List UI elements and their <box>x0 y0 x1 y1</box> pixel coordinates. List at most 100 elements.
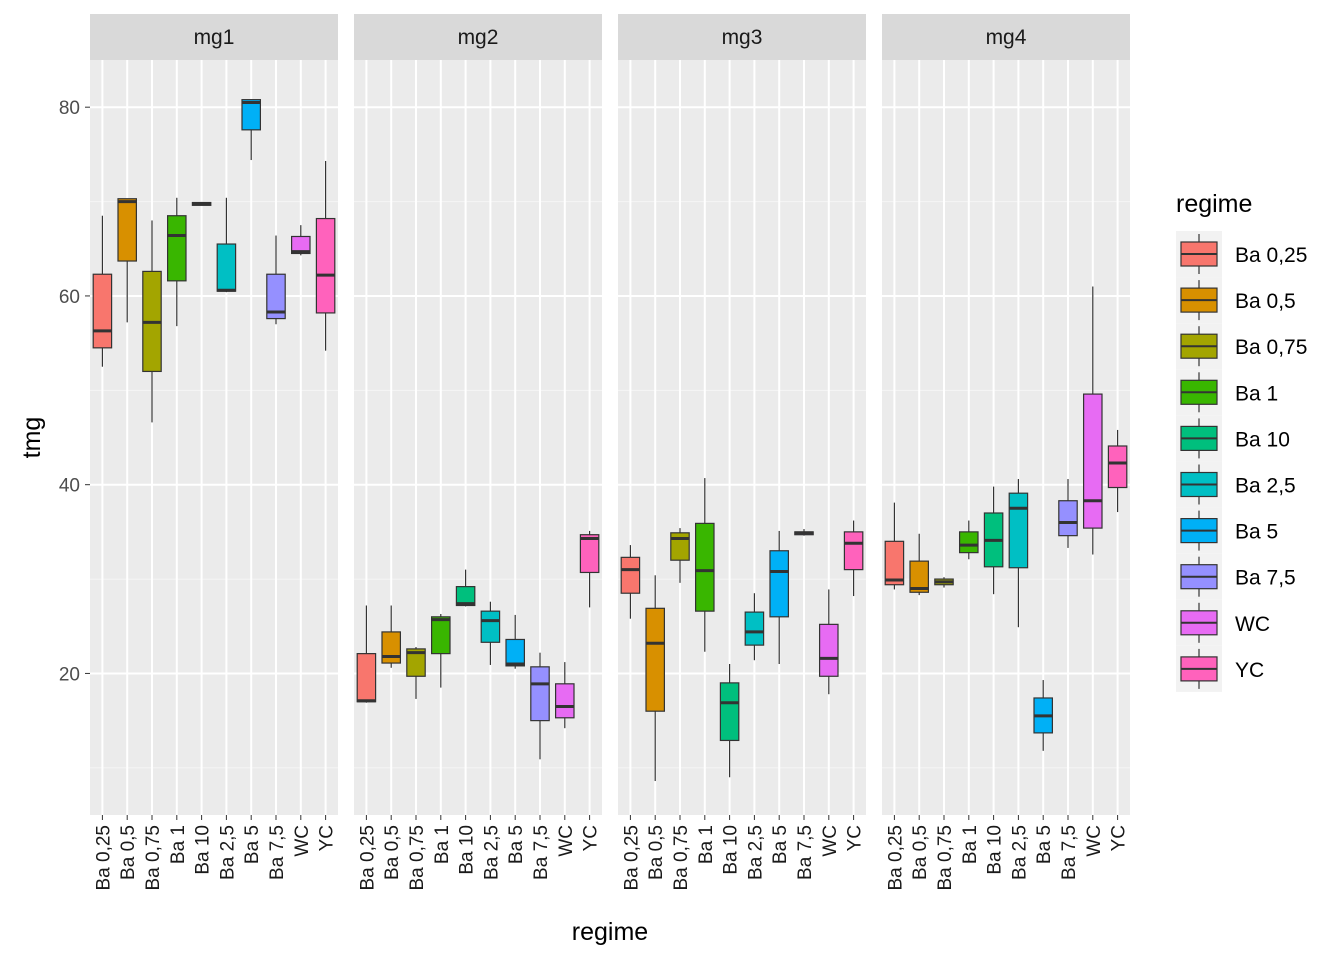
x-tick-label: Ba 10 <box>457 825 478 875</box>
box-wc <box>554 662 575 729</box>
x-tick-label: Ba 0,75 <box>935 825 956 891</box>
box-body <box>291 235 311 255</box>
box-body <box>356 653 377 703</box>
x-tick-label: Ba 0,25 <box>93 825 114 891</box>
box-body <box>769 550 789 618</box>
box-body <box>480 610 501 643</box>
box-body <box>744 611 765 646</box>
box-body <box>315 217 336 314</box>
legend-label: Ba 0,25 <box>1235 244 1307 267</box>
legend-key <box>1176 645 1222 692</box>
box-body <box>818 623 839 677</box>
legend-key <box>1176 369 1222 416</box>
facet-strip-label: mg4 <box>986 26 1027 49</box>
legend-label: Ba 0,75 <box>1235 336 1307 359</box>
legend-key <box>1176 323 1222 370</box>
box-body <box>1008 492 1029 569</box>
box-body <box>216 243 237 292</box>
x-tick-label: WC <box>556 825 577 857</box>
box-ba-2-5 <box>744 593 765 661</box>
box-ba-0-75 <box>670 528 690 583</box>
box-body <box>406 648 426 677</box>
box-ba-0-5 <box>381 605 401 668</box>
facet-strip <box>882 14 1130 60</box>
legend-key <box>1176 231 1222 277</box>
x-tick-label: Ba 0,5 <box>646 825 667 880</box>
x-tick-label: Ba 0,5 <box>382 825 403 880</box>
x-tick-label: Ba 1 <box>696 825 717 864</box>
box-ba-1 <box>694 478 715 652</box>
legend-key <box>1176 415 1222 462</box>
legend-label: Ba 10 <box>1235 428 1290 451</box>
box-ba-5 <box>1033 680 1053 751</box>
legend-label: Ba 7,5 <box>1235 567 1296 590</box>
x-tick-label: YC <box>845 825 866 851</box>
x-tick-label: WC <box>820 825 841 857</box>
box-ba-10 <box>191 201 212 206</box>
box-body <box>505 638 525 667</box>
legend-label: YC <box>1235 659 1264 682</box>
box-ba-2-5 <box>216 197 237 293</box>
box-body <box>92 273 113 349</box>
x-tick-label: Ba 0,25 <box>621 825 642 891</box>
x-tick-label: Ba 1 <box>168 825 189 864</box>
legend-key <box>1176 461 1222 508</box>
box-ba-0-25 <box>356 605 377 703</box>
box-ba-0-5 <box>645 575 665 782</box>
x-tick-label: Ba 0,25 <box>357 825 378 891</box>
box-ba-2-5 <box>480 601 501 665</box>
x-tick-label: Ba 10 <box>985 825 1006 875</box>
x-tick-label: Ba 5 <box>506 825 527 864</box>
box-ba-10 <box>455 569 476 607</box>
x-tick-label: Ba 7,5 <box>1059 825 1080 880</box>
box-ba-0-75 <box>934 577 954 588</box>
x-tick-label: YC <box>1109 825 1130 851</box>
box-body <box>579 534 600 574</box>
box-ba-1 <box>431 613 451 688</box>
box-body <box>620 556 641 594</box>
box-ba-10 <box>983 486 1004 595</box>
box-body <box>167 215 187 282</box>
box-ba-0-25 <box>92 215 113 367</box>
x-tick-label: Ba 2,5 <box>217 825 238 880</box>
legend-key <box>1176 553 1222 600</box>
box-body <box>241 99 261 131</box>
x-tick-label: Ba 0,75 <box>143 825 164 891</box>
x-tick-label: Ba 0,5 <box>910 825 931 880</box>
box-ba-5 <box>241 99 261 161</box>
box-body <box>670 532 690 561</box>
y-axis-title: tmg <box>18 417 46 459</box>
box-body <box>455 586 476 607</box>
box-yc <box>315 160 336 351</box>
box-body <box>1082 393 1103 529</box>
box-body <box>909 560 929 593</box>
box-ba-5 <box>505 614 525 669</box>
box-ba-0-75 <box>142 220 162 423</box>
x-tick-label: YC <box>581 825 602 851</box>
y-tick-label: 40 <box>59 476 80 497</box>
y-tick-label: 20 <box>59 664 80 685</box>
box-body <box>1058 500 1078 537</box>
x-tick-label: Ba 0,75 <box>407 825 428 891</box>
box-ba-1 <box>167 197 187 327</box>
x-tick-label: Ba 0,75 <box>671 825 692 891</box>
box-ba-0-5 <box>117 198 137 323</box>
x-tick-label: Ba 1 <box>960 825 981 864</box>
legend-key <box>1176 507 1222 554</box>
box-body <box>958 531 979 554</box>
facet-strip-label: mg3 <box>722 26 763 49</box>
legend-key <box>1176 599 1222 646</box>
x-tick-label: WC <box>1084 825 1105 857</box>
y-tick-label: 60 <box>59 287 80 308</box>
box-body <box>530 666 550 722</box>
x-tick-label: Ba 1 <box>432 825 453 864</box>
box-ba-0-75 <box>406 647 426 699</box>
box-body <box>266 273 286 320</box>
facet-strip-label: mg2 <box>458 26 499 49</box>
box-body <box>1107 445 1128 489</box>
box-yc <box>1107 429 1128 513</box>
x-tick-label: Ba 7,5 <box>795 825 816 880</box>
box-ba-0-25 <box>884 502 905 590</box>
box-wc <box>818 589 839 695</box>
